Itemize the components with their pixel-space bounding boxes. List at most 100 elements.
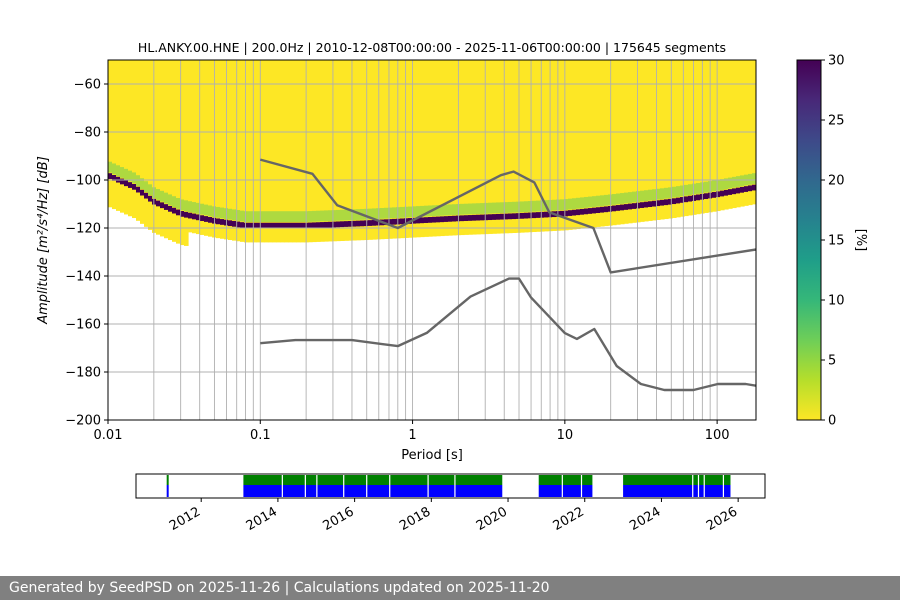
psd-density-peak — [504, 213, 509, 220]
availability-gap — [454, 475, 456, 497]
psd-density-peak — [508, 213, 513, 220]
psd-density-peak — [564, 210, 569, 217]
psd-density-peak — [712, 192, 717, 198]
psd-density-column — [644, 60, 649, 222]
psd-density-peak — [612, 205, 617, 212]
psd-density-peak — [388, 219, 393, 225]
psd-density-peak — [656, 200, 661, 207]
psd-density-shoulder — [724, 178, 729, 190]
psd-density-peak — [320, 222, 325, 228]
psd-density-shoulder — [424, 205, 429, 217]
psd-density-column — [688, 60, 693, 216]
psd-density-peak — [176, 209, 181, 216]
psd-density-column — [520, 60, 525, 233]
psd-density-peak — [488, 214, 493, 221]
psd-density-shoulder — [524, 201, 529, 213]
psd-density-column — [560, 60, 565, 231]
psd-density-shoulder — [720, 179, 725, 190]
psd-density-shoulder — [620, 193, 625, 204]
psd-density-peak — [192, 213, 197, 220]
psd-density-column — [108, 60, 113, 208]
availability-bar-top — [623, 475, 731, 485]
psd-density-shoulder — [592, 196, 597, 207]
x-tick-label: 0.01 — [94, 428, 123, 443]
psd-density-peak — [120, 178, 125, 185]
psd-density-shoulder — [272, 211, 277, 222]
psd-density-shoulder — [148, 184, 153, 196]
psd-density-shoulder — [448, 204, 453, 216]
psd-density-column — [292, 60, 297, 243]
psd-density-peak — [520, 212, 525, 219]
psd-density-peak — [720, 190, 725, 197]
psd-density-shoulder — [268, 211, 273, 222]
psd-density-shoulder — [680, 185, 685, 197]
psd-density-shoulder — [476, 203, 481, 215]
psd-density-column — [564, 60, 569, 231]
psd-density-peak — [284, 222, 289, 229]
psd-density-peak — [740, 186, 745, 193]
psd-density-column — [264, 60, 269, 243]
psd-density-shoulder — [704, 181, 709, 193]
timeline-tick-label: 2012 — [167, 504, 203, 534]
psd-density-peak — [184, 211, 189, 218]
psd-density-shoulder — [312, 210, 317, 222]
psd-density-shoulder — [128, 170, 133, 182]
psd-density-shoulder — [116, 165, 121, 177]
psd-density-shoulder — [588, 196, 593, 208]
psd-density-shoulder — [252, 211, 257, 222]
psd-density-peak — [384, 219, 389, 226]
availability-gap — [281, 475, 283, 497]
psd-density-peak — [188, 212, 193, 219]
psd-density-column — [728, 60, 733, 209]
availability-bar-bottom — [538, 485, 593, 497]
psd-density-shoulder — [160, 190, 165, 202]
psd-density-peak — [164, 204, 169, 210]
psd-density-column — [376, 60, 381, 240]
colorbar-tick-label: 15 — [828, 234, 845, 249]
psd-density-peak — [696, 194, 701, 201]
psd-density-peak — [600, 206, 605, 213]
psd-density-shoulder — [108, 161, 113, 173]
psd-density-column — [188, 60, 193, 233]
psd-density-peak — [200, 215, 205, 222]
availability-gap — [389, 475, 391, 497]
psd-density-column — [424, 60, 429, 237]
psd-density-peak — [648, 201, 653, 208]
psd-density-peak — [280, 222, 285, 229]
psd-density-column — [508, 60, 513, 234]
psd-density-peak — [416, 217, 421, 224]
psd-density-column — [500, 60, 505, 234]
psd-density-peak — [168, 205, 173, 212]
psd-density-peak — [236, 221, 241, 228]
psd-density-column — [712, 60, 717, 212]
psd-density-shoulder — [320, 210, 325, 222]
psd-density-shoulder — [300, 211, 305, 222]
timeline-tick-label: 2026 — [704, 504, 740, 534]
psd-density-column — [192, 60, 197, 234]
psd-density-shoulder — [728, 177, 733, 189]
availability-gap — [697, 475, 700, 497]
psd-density-column — [512, 60, 517, 233]
psd-density-column — [136, 60, 141, 221]
psd-density-shoulder — [440, 204, 445, 216]
psd-density-column — [116, 60, 121, 211]
psd-density-shoulder — [552, 199, 557, 211]
psd-density-peak — [544, 211, 549, 218]
psd-density-shoulder — [564, 199, 569, 210]
psd-density-shoulder — [256, 211, 261, 222]
y-tick-label: −80 — [74, 126, 101, 141]
psd-density-column — [428, 60, 433, 237]
psd-density-column — [684, 60, 689, 217]
psd-density-column — [680, 60, 685, 217]
psd-density-peak — [244, 222, 249, 229]
psd-density-peak — [232, 220, 237, 227]
psd-density-shoulder — [348, 209, 353, 221]
psd-density-column — [552, 60, 557, 231]
psd-density-peak — [252, 222, 257, 229]
psd-density-peak — [216, 218, 221, 225]
psd-density-shoulder — [516, 201, 521, 213]
psd-density-peak — [628, 203, 633, 210]
psd-density-column — [704, 60, 709, 213]
psd-density-peak — [144, 192, 149, 199]
psd-density-shoulder — [628, 192, 633, 203]
